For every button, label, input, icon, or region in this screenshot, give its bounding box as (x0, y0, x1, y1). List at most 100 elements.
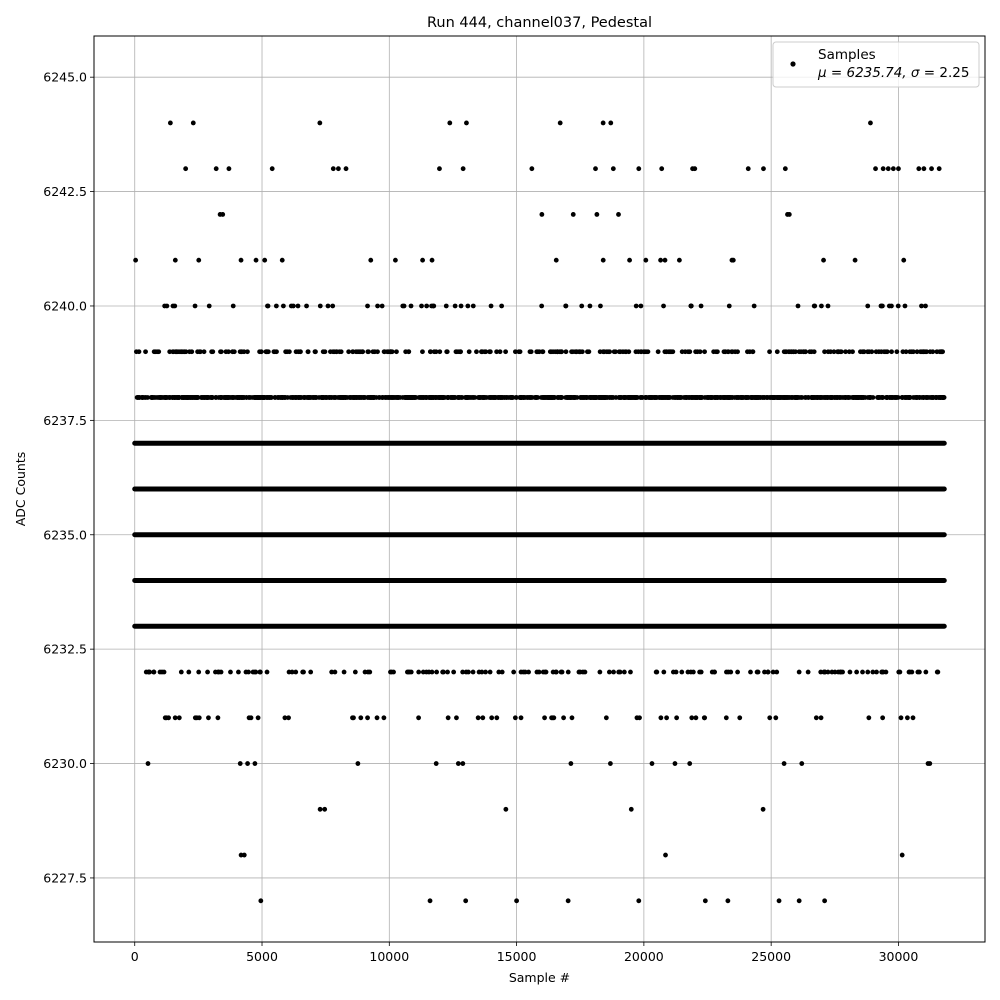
sample-point (903, 395, 908, 400)
sample-point (818, 669, 824, 675)
sample-point (274, 349, 279, 355)
sample-point (379, 395, 385, 400)
sample-point (451, 669, 457, 675)
sample-point (273, 303, 279, 309)
sample-point (264, 349, 269, 355)
sample-point (167, 349, 173, 355)
sample-point (183, 166, 189, 172)
sample-point (748, 395, 754, 400)
sample-point (280, 303, 286, 309)
sample-point (231, 395, 237, 400)
sample-point (494, 349, 500, 355)
sample-point (154, 395, 160, 400)
sample-point (246, 715, 252, 721)
sample-point (157, 669, 163, 675)
sample-point (210, 349, 216, 355)
sample-point (433, 761, 439, 766)
sample-point (225, 395, 230, 400)
sample-point (430, 395, 436, 400)
sample-point (336, 395, 342, 400)
sample-point (770, 669, 776, 675)
sample-point (659, 166, 665, 172)
sample-point (673, 395, 679, 400)
chart-title: Run 444, channel037, Pedestal (427, 15, 652, 31)
sample-point (929, 166, 934, 172)
sample-point (178, 669, 184, 675)
sample-point (437, 166, 442, 172)
sample-point (628, 669, 633, 675)
sample-point (522, 669, 528, 675)
sample-point (245, 761, 250, 766)
sample-point (327, 395, 333, 400)
sample-point (460, 669, 466, 675)
sample-point (688, 303, 694, 309)
sample-point (662, 257, 668, 263)
sample-point (360, 349, 365, 355)
axis-ticks: 0 5000 10000 15000 20000 25000 30000 6227.5 6230… (43, 70, 918, 964)
sample-point (470, 303, 476, 309)
sample-point (627, 257, 632, 263)
sample-point (835, 669, 841, 675)
sample-point (838, 349, 844, 355)
sample-point (754, 395, 760, 400)
sample-point (416, 669, 422, 675)
sample-point (197, 349, 203, 355)
sample-point (561, 715, 566, 721)
sample-point (220, 212, 226, 217)
sample-point (702, 898, 708, 904)
sample-point (330, 166, 336, 172)
sample-point (235, 395, 241, 400)
sample-point (245, 349, 250, 355)
sample-point (916, 166, 922, 172)
sample-point (429, 669, 435, 675)
sample-point (638, 395, 643, 400)
sample-point (748, 669, 753, 675)
sample-point (518, 715, 524, 721)
sample-point (512, 715, 518, 721)
sample-point (781, 761, 787, 766)
sample-point (475, 715, 481, 721)
sample-point (553, 257, 559, 263)
sample-point (164, 303, 170, 309)
sample-point (503, 349, 509, 355)
sample-point (796, 349, 802, 355)
sample-point (692, 166, 698, 172)
sample-point (228, 669, 233, 675)
sample-point (909, 669, 915, 675)
sample-point (238, 257, 244, 263)
sample-point (408, 669, 414, 675)
sample-point (497, 349, 503, 355)
sample-point (898, 715, 904, 721)
sample-point (256, 395, 261, 400)
sample-point (341, 669, 347, 675)
sample-point (218, 395, 224, 400)
sample-band (132, 623, 947, 629)
sample-point (565, 395, 571, 400)
y-axis-label: ADC Counts (13, 452, 28, 527)
sample-point (496, 669, 502, 675)
sample-point (196, 715, 202, 721)
sample-point (295, 303, 301, 309)
sample-point (921, 166, 927, 172)
sample-point (813, 715, 819, 721)
sample-point (636, 898, 642, 904)
sample-point (767, 715, 773, 721)
sample-point (278, 395, 283, 400)
sample-point (902, 303, 908, 309)
sample-point (352, 669, 358, 675)
sample-point (406, 349, 412, 355)
sample-point (579, 395, 584, 400)
sample-point (286, 715, 291, 721)
sample-point (143, 349, 148, 355)
x-tick-label: 0 (131, 949, 139, 964)
sample-point (658, 715, 664, 721)
sample-point (527, 395, 533, 400)
sample-point (458, 303, 464, 309)
sample-point (265, 303, 270, 309)
sample-point (186, 669, 192, 675)
sample-point (563, 349, 569, 355)
sample-point (664, 715, 669, 721)
sample-point (536, 669, 542, 675)
sample-point (445, 715, 451, 721)
sample-point (832, 395, 838, 400)
